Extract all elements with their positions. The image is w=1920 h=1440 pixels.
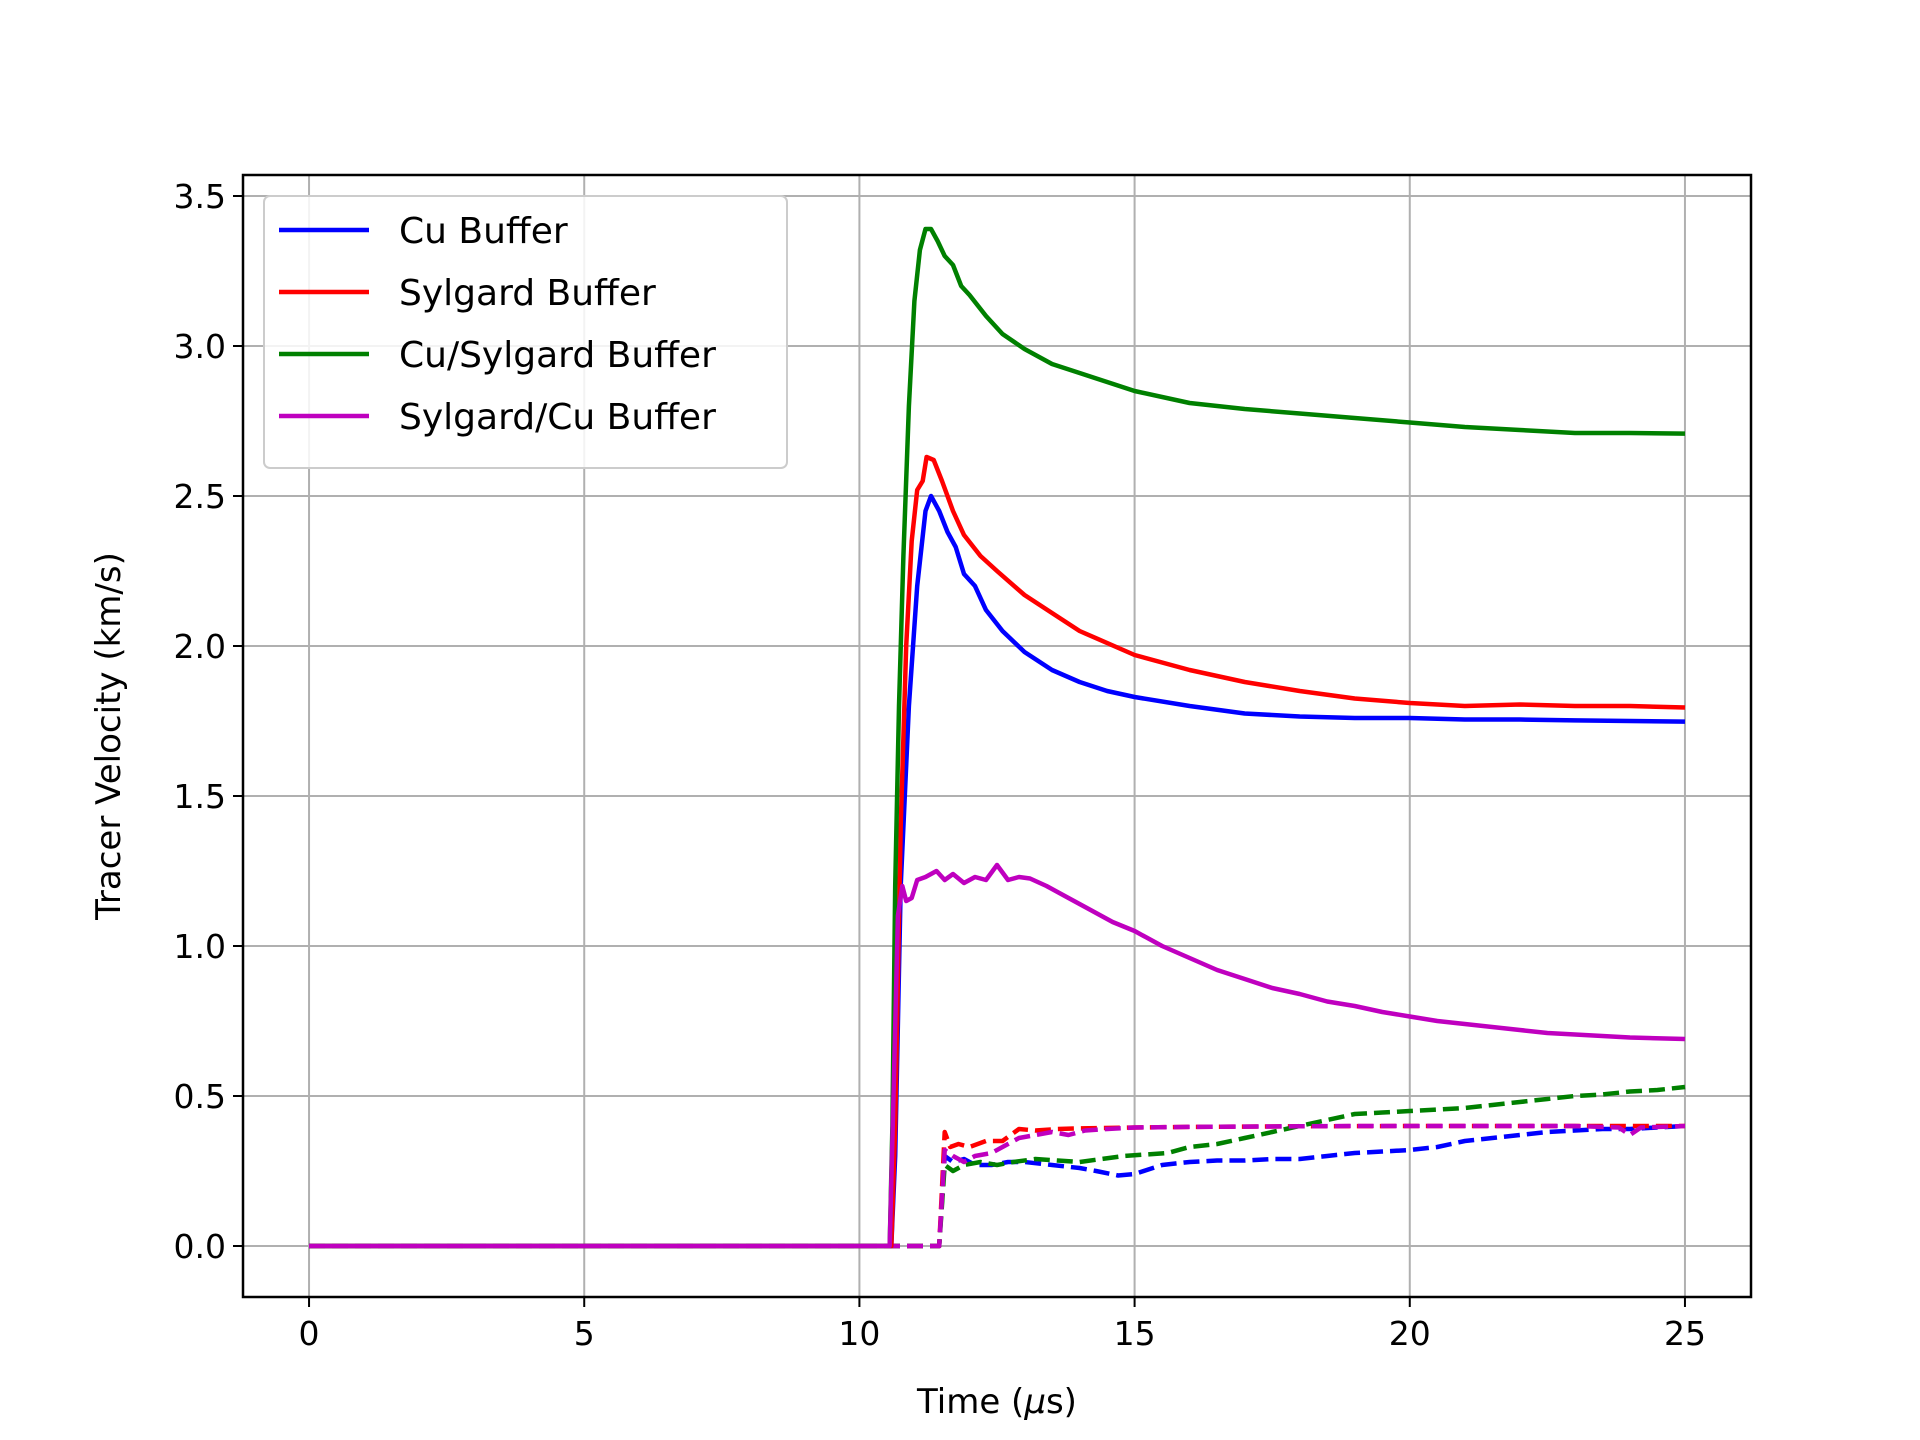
x-tick-label: 15 <box>1114 1314 1156 1353</box>
y-tick-label: 3.0 <box>174 327 226 366</box>
legend: Cu Buffer Sylgard Buffer Cu/Sylgard Buffer… <box>263 195 788 469</box>
x-tick-label: 0 <box>299 1314 320 1353</box>
series-line-3 <box>309 862 1686 1249</box>
series-line-1 <box>309 454 1686 1249</box>
y-tick-label: 0.5 <box>174 1077 226 1116</box>
y-tick-label: 0.0 <box>174 1227 226 1266</box>
y-tick-label: 2.0 <box>174 627 226 666</box>
x-tick-label: 10 <box>838 1314 880 1353</box>
legend-label: Sylgard/Cu Buffer <box>399 397 716 438</box>
legend-label: Cu/Sylgard Buffer <box>399 335 716 376</box>
x-axis-title-prefix: Time ( <box>916 1382 1024 1422</box>
legend-label: Cu Buffer <box>399 211 568 252</box>
series-layer <box>309 226 1686 1249</box>
x-tick-label: 20 <box>1389 1314 1431 1353</box>
series-line-0 <box>309 493 1686 1249</box>
y-tick-label: 3.5 <box>174 177 226 216</box>
x-tick-label: 5 <box>574 1314 595 1353</box>
x-tick-label: 25 <box>1664 1314 1706 1353</box>
x-axis-title: Time (μs) <box>916 1382 1077 1422</box>
x-axis-title-mu: μ <box>1023 1382 1046 1422</box>
grid-lines <box>243 175 1751 1297</box>
dashed-series-line-6 <box>309 1084 1686 1249</box>
legend-label: Sylgard Buffer <box>399 273 656 314</box>
legend-box <box>263 195 788 469</box>
x-axis-title-suffix: s) <box>1046 1382 1077 1422</box>
dashed-series-line-4 <box>309 1123 1686 1249</box>
dashed-series-line-7 <box>309 1123 1686 1249</box>
y-tick-label: 1.5 <box>174 777 226 816</box>
axis-ticks: 0 5 10 15 20 25 0.0 0.5 1.0 1.5 2.0 2.5 3.0 3.5 <box>174 177 1706 1353</box>
y-tick-label: 2.5 <box>174 477 226 516</box>
y-axis-title: Tracer Velocity (km/s) <box>89 552 129 921</box>
y-tick-label: 1.0 <box>174 927 226 966</box>
series-line-2 <box>309 226 1686 1249</box>
plot-frame <box>241 173 1753 1299</box>
